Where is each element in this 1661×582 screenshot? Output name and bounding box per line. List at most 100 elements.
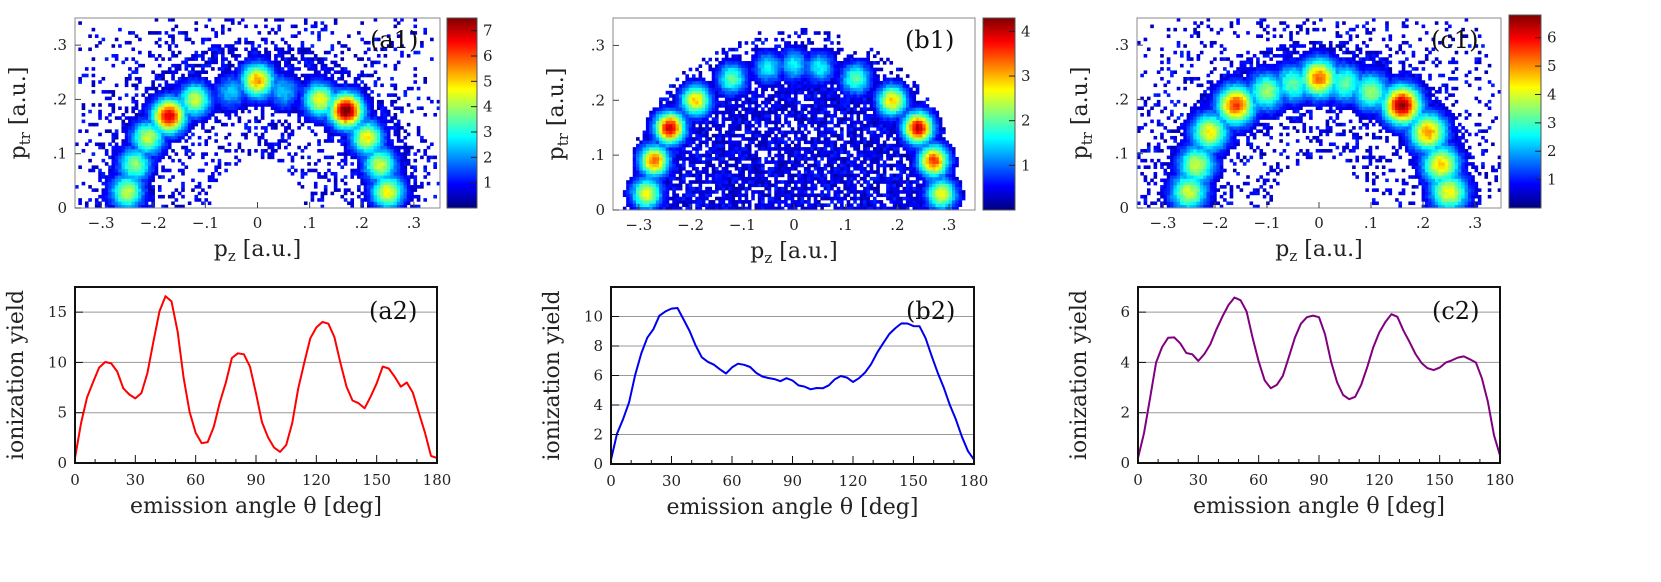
heatmap-cell <box>98 194 102 199</box>
heatmap-cell <box>124 201 129 206</box>
heatmap-cell <box>333 171 338 176</box>
heatmap-cell <box>138 76 142 81</box>
heatmap-cell <box>191 90 195 94</box>
heatmap-cell <box>803 27 808 32</box>
heatmap-cell <box>668 107 673 111</box>
heatmap-cell <box>234 162 238 166</box>
heatmap-cell <box>357 171 361 176</box>
heatmap-cell <box>754 70 759 75</box>
heatmap-cell <box>728 157 732 161</box>
heatmap-cell <box>423 198 428 202</box>
heatmap-cell <box>287 122 291 127</box>
heatmap-cell <box>128 119 132 124</box>
heatmap-cell <box>622 193 627 198</box>
heatmap-cell <box>274 18 278 22</box>
heatmap-cell <box>148 145 152 150</box>
heatmap-cell <box>416 132 421 137</box>
heatmap-cell <box>207 57 212 61</box>
heatmap-cell <box>184 93 189 97</box>
heatmap-cell <box>655 127 660 131</box>
heatmap-cell <box>682 163 686 168</box>
heatmap-cell <box>343 149 348 153</box>
heatmap-cell <box>744 110 749 115</box>
heatmap-cell <box>800 196 805 201</box>
heatmap-cell <box>287 63 291 68</box>
heatmap-cell <box>360 171 364 176</box>
heatmap-cell <box>790 80 795 85</box>
heatmap-cell <box>715 64 719 68</box>
heatmap-cell <box>373 149 378 153</box>
heatmap-cell <box>761 74 765 78</box>
heatmap-cell <box>784 140 788 145</box>
heatmap-cell <box>260 96 265 101</box>
heatmap-cell <box>790 160 795 164</box>
heatmap-cell <box>376 103 381 107</box>
heatmap-cell <box>711 120 716 125</box>
heatmap-cell <box>290 103 295 107</box>
heatmap-cell <box>111 178 116 183</box>
heatmap-cell <box>790 147 795 151</box>
heatmap-cell <box>317 113 321 117</box>
heatmap-cell <box>761 67 765 72</box>
heatmap-cell <box>244 80 248 84</box>
heatmap-cell <box>433 113 437 117</box>
heatmap-cell <box>386 34 391 38</box>
heatmap-cell <box>738 74 742 78</box>
heatmap-cell <box>794 84 798 88</box>
heatmap-cell <box>744 157 749 161</box>
heatmap-cell <box>383 201 388 206</box>
heatmap-cell <box>373 142 378 147</box>
heatmap-cell <box>240 18 245 22</box>
heatmap-cell <box>138 116 142 120</box>
heatmap-cell <box>114 145 119 150</box>
heatmap-cell <box>333 54 338 58</box>
heatmap-cell <box>181 188 185 192</box>
heatmap-cell <box>337 116 341 120</box>
heatmap-cell <box>695 180 699 184</box>
heatmap-cell <box>780 133 785 138</box>
heatmap-cell <box>741 87 745 92</box>
heatmap-cell <box>108 113 112 117</box>
heatmap-cell <box>167 142 172 147</box>
heatmap-cell <box>800 157 805 161</box>
heatmap-cell <box>774 206 778 211</box>
heatmap-cell <box>632 186 637 191</box>
heatmap-cell <box>380 83 384 88</box>
heatmap-cell <box>803 94 808 98</box>
heatmap-cell <box>741 117 745 121</box>
heatmap-cell <box>754 114 759 118</box>
heatmap-cell <box>121 129 126 133</box>
heatmap-cell <box>204 96 209 101</box>
heatmap-cell <box>154 139 159 143</box>
heatmap-cell <box>396 135 401 140</box>
heatmap-cell <box>380 99 384 104</box>
heatmap-cell <box>770 137 775 141</box>
heatmap-cell <box>794 64 798 68</box>
heatmap-cell <box>333 132 338 137</box>
heatmap-cell <box>655 147 660 151</box>
heatmap-cell <box>734 114 739 118</box>
heatmap-cell <box>639 163 643 168</box>
heatmap-cell <box>257 76 262 81</box>
heatmap-cell <box>734 206 739 211</box>
heatmap-cell <box>367 96 371 101</box>
heatmap-cell <box>191 67 195 71</box>
heatmap-cell <box>807 74 811 78</box>
heatmap-cell <box>376 168 381 173</box>
heatmap-cell <box>790 190 795 194</box>
heatmap-cell <box>313 73 318 78</box>
heatmap-cell <box>817 87 821 92</box>
heatmap-cell <box>340 106 345 111</box>
heatmap-cell <box>211 50 215 55</box>
heatmap-cell <box>691 104 696 108</box>
heatmap-cell <box>376 194 381 199</box>
heatmap-cell <box>390 44 394 48</box>
heatmap-cell <box>277 83 282 88</box>
heatmap-cell <box>376 178 381 183</box>
heatmap-cell <box>187 113 192 117</box>
heatmap-cell <box>274 60 278 65</box>
heatmap-cell <box>767 127 772 131</box>
heatmap-cell <box>181 135 185 140</box>
heatmap-cell <box>675 157 680 161</box>
heatmap-cell <box>731 173 736 178</box>
